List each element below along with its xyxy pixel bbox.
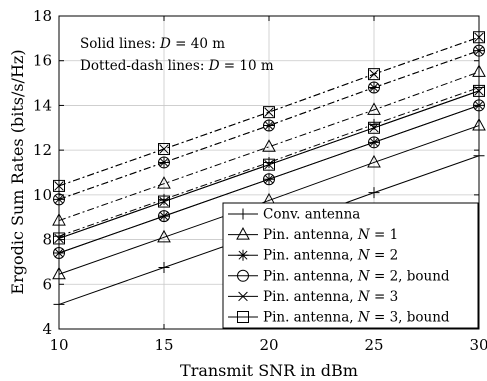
marker-circle: [237, 269, 249, 282]
y-tick-label: 4: [42, 320, 52, 338]
marker-square: [158, 143, 170, 156]
ticks: 10 15 20 25 30 4 6 8 10 12 14 16 18: [33, 7, 487, 354]
legend-entry: Pin. antenna, N = 3: [228, 289, 398, 305]
marker-triangle: [367, 102, 381, 115]
marker-circle: [263, 173, 275, 186]
series-line: [58, 104, 480, 254]
marker-plus: [368, 187, 380, 199]
legend-entry: Pin. antenna, N = 1: [228, 227, 398, 243]
annotation-solid: Solid lines: D = 40 m: [80, 36, 225, 52]
series-line: [58, 36, 480, 187]
marker-triangle: [367, 154, 381, 168]
legend-label: Pin. antenna, N = 3, bound: [263, 310, 450, 326]
marker-plus: [368, 118, 380, 130]
legend-entry: Pin. antenna, N = 3, bound: [228, 310, 450, 326]
legend-entry: Pin. antenna, N = 2: [228, 248, 398, 264]
legend-label: Pin. antenna, N = 2, bound: [263, 268, 450, 284]
y-tick-label: 6: [42, 275, 52, 293]
series-line: [58, 50, 480, 200]
marker-star: [237, 249, 249, 261]
x-tick-label: 30: [469, 336, 487, 354]
marker-circle: [368, 136, 380, 149]
marker-plus: [237, 208, 249, 220]
marker-triangle: [236, 227, 250, 240]
y-tick-label: 12: [33, 141, 52, 159]
marker-star: [263, 120, 275, 132]
annotation-dashdot: Dotted-dash lines: D = 10 m: [80, 58, 274, 74]
marker-plus: [158, 193, 170, 205]
marker-circle: [158, 156, 170, 169]
marker-triangle: [157, 229, 171, 243]
marker-square: [237, 311, 249, 323]
x-tick-label: 25: [364, 336, 383, 354]
x-tick-label: 15: [154, 336, 173, 354]
legend-label: Conv. antenna: [263, 207, 360, 223]
marker-plus: [158, 262, 170, 274]
legend-label: Pin. antenna, N = 3: [263, 289, 398, 305]
marker-circle: [368, 81, 380, 94]
legend-label: Pin. antenna, N = 2: [263, 248, 398, 264]
y-tick-label: 8: [42, 231, 52, 249]
marker-triangle: [157, 176, 171, 189]
x-axis-label: Transmit SNR in dBm: [180, 361, 358, 380]
y-tick-label: 16: [33, 52, 52, 70]
marker-square: [368, 68, 380, 81]
marker-plus: [263, 156, 275, 168]
marker-triangle: [262, 139, 276, 152]
series-line: [58, 87, 480, 237]
series-line: [58, 71, 480, 222]
legend: Conv. antenna Pin. antenna, N = 1 Pin. ant…: [222, 202, 479, 329]
legend-box: [222, 202, 479, 329]
marker-x: [264, 107, 274, 117]
legend-entry: Pin. antenna, N = 2, bound: [228, 268, 450, 284]
legend-entry: Conv. antenna: [228, 207, 360, 223]
marker-circle: [158, 210, 170, 223]
y-tick-label: 14: [33, 96, 52, 114]
marker-x: [238, 291, 248, 302]
series-line: [58, 125, 480, 275]
marker-circle: [263, 119, 275, 132]
x-tick-label: 20: [259, 336, 278, 354]
y-axis-label: Ergodic Sum Rates (bits/s/Hz): [8, 49, 27, 294]
marker-square: [263, 106, 275, 119]
legend-label: Pin. antenna, N = 1: [263, 227, 398, 243]
y-tick-label: 10: [33, 186, 52, 204]
x-tick-label: 10: [49, 336, 68, 354]
y-tick-label: 18: [33, 7, 52, 25]
